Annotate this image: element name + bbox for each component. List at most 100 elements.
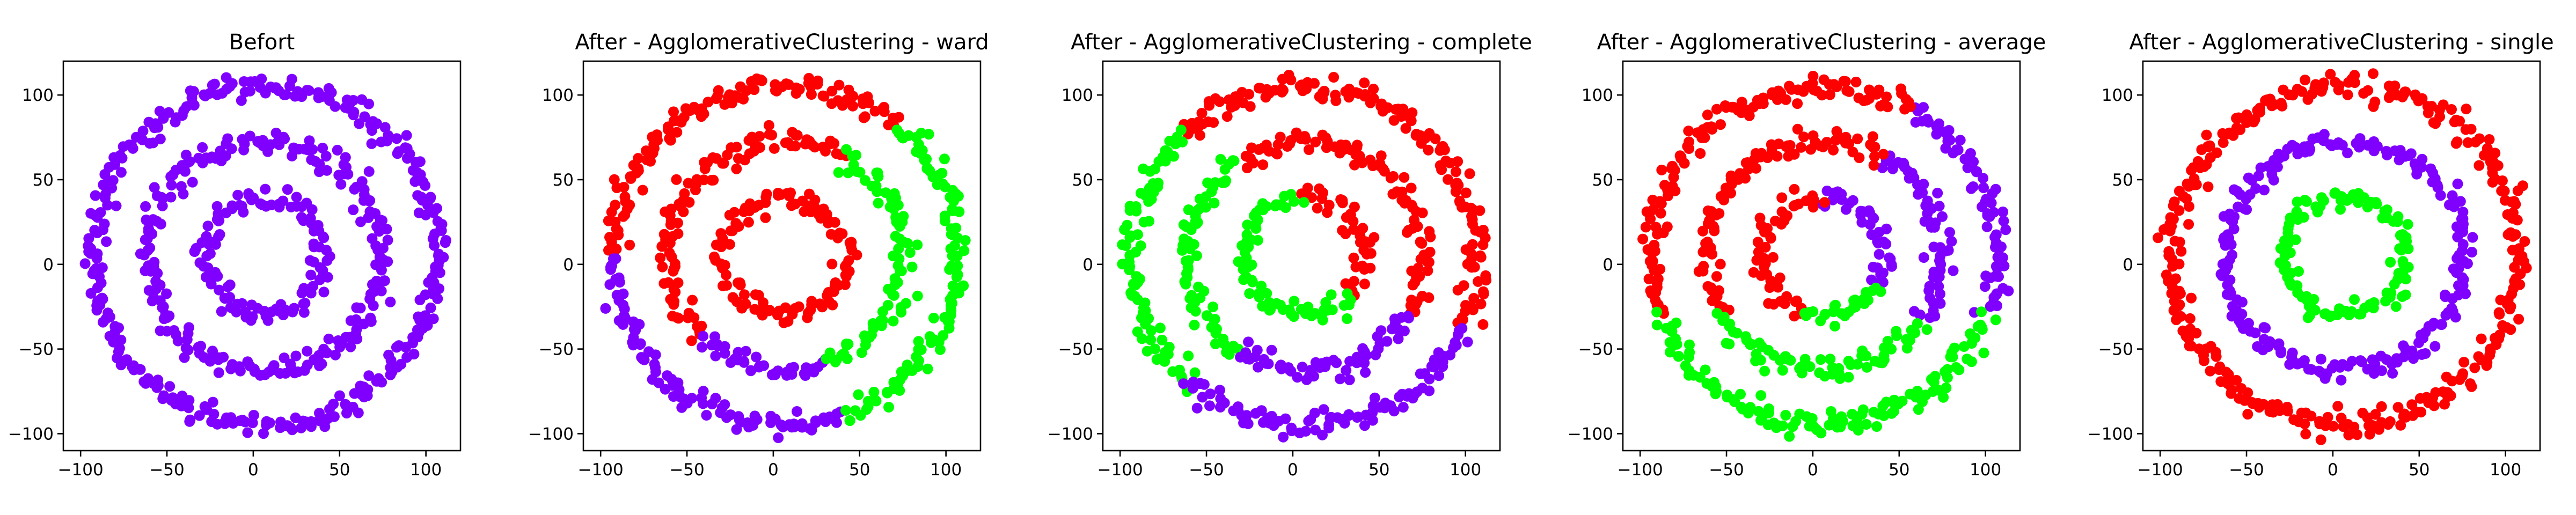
- scatter-point: [904, 247, 916, 258]
- scatter-point: [743, 135, 755, 146]
- scatter-point: [314, 408, 325, 419]
- scatter-point: [1478, 286, 1489, 297]
- scatter-point: [1342, 288, 1353, 299]
- scatter-point: [614, 277, 625, 288]
- x-tick-label: −100: [58, 460, 104, 480]
- scatter-point: [1357, 343, 1368, 354]
- scatter-point: [883, 402, 894, 413]
- scatter-point: [2467, 247, 2477, 258]
- scatter-point: [1736, 97, 1747, 108]
- y-tick-label: 100: [22, 86, 54, 105]
- scatter-point: [2435, 319, 2447, 330]
- scatter-point: [340, 102, 351, 113]
- scatter-point: [1951, 144, 1962, 156]
- scatter-point: [348, 204, 359, 216]
- scatter-point: [1693, 266, 1704, 277]
- scatter-point: [606, 260, 617, 271]
- scatter-point: [1393, 104, 1404, 115]
- scatter-point: [913, 336, 924, 347]
- scatter-point: [753, 362, 765, 373]
- scatter-point: [1829, 300, 1840, 311]
- scatter-point: [207, 79, 218, 91]
- scatter-point: [2292, 196, 2303, 208]
- x-tick-label: 100: [1970, 460, 2001, 480]
- scatter-point: [2330, 77, 2341, 88]
- scatter-point: [367, 233, 378, 244]
- scatter-point: [664, 238, 676, 248]
- scatter-point: [420, 180, 431, 191]
- scatter-point: [2390, 301, 2402, 312]
- scatter-point: [391, 133, 402, 144]
- scatter-point: [2178, 191, 2189, 202]
- scatter-point: [353, 407, 364, 418]
- scatter-point: [1773, 282, 1783, 293]
- x-tick-label: −100: [1097, 460, 1143, 480]
- scatter-point: [2258, 322, 2270, 333]
- scatter-point: [2329, 188, 2340, 199]
- scatter-point: [913, 355, 924, 366]
- scatter-point: [2233, 112, 2244, 123]
- scatter-point: [1337, 225, 1348, 236]
- scatter-point: [224, 279, 236, 290]
- y-tick-label: −50: [1578, 340, 1613, 359]
- scatter-point: [286, 73, 297, 85]
- scatter-point: [715, 241, 727, 252]
- scatter-point: [1864, 84, 1875, 95]
- chart-panel-4: After - AgglomerativeClustering - averag…: [1568, 30, 2046, 480]
- scatter-point: [1221, 111, 1233, 122]
- scatter-point: [197, 142, 208, 153]
- scatter-point: [1318, 404, 1329, 415]
- scatter-point: [735, 81, 746, 92]
- scatter-point: [339, 168, 350, 180]
- scatter-point: [2384, 416, 2396, 427]
- scatter-point: [412, 190, 423, 201]
- scatter-point: [1978, 347, 1989, 358]
- scatter-point: [2462, 137, 2473, 148]
- scatter-point: [1783, 151, 1794, 162]
- scatter-point: [701, 410, 712, 421]
- scatter-point: [1144, 216, 1155, 227]
- scatter-point: [1360, 367, 1371, 378]
- scatter-point: [740, 345, 751, 357]
- scatter-point: [1912, 386, 1923, 396]
- scatter-point: [152, 380, 164, 391]
- scatter-point: [1955, 135, 1966, 146]
- scatter-point: [1924, 281, 1935, 292]
- scatter-point: [1419, 368, 1430, 379]
- y-tick-label: 50: [553, 171, 574, 190]
- scatter-point: [1922, 114, 1933, 124]
- scatter-point: [1183, 350, 1194, 362]
- scatter-point: [289, 303, 299, 314]
- scatter-point: [1878, 354, 1890, 365]
- scatter-point: [1276, 363, 1287, 374]
- scatter-point: [696, 111, 707, 122]
- scatter-point: [1806, 413, 1818, 424]
- scatter-point: [1767, 87, 1778, 98]
- scatter-point: [1328, 355, 1339, 366]
- scatter-point: [1462, 336, 1473, 348]
- scatter-point: [604, 279, 616, 290]
- scatter-point: [2387, 367, 2398, 379]
- scatter-point: [334, 390, 345, 401]
- scatter-point: [164, 381, 175, 392]
- scatter-point: [238, 76, 250, 87]
- scatter-point: [1457, 314, 1468, 325]
- scatter-point: [1385, 400, 1396, 411]
- scatter-point: [1979, 281, 1990, 292]
- y-tick-label: −100: [2088, 424, 2133, 444]
- scatter-point: [719, 399, 730, 410]
- scatter-point: [2513, 314, 2524, 325]
- scatter-point: [1233, 256, 1244, 267]
- scatter-point: [193, 152, 204, 164]
- scatter-point: [1341, 365, 1352, 376]
- scatter-point: [165, 171, 177, 182]
- scatter-point: [2231, 374, 2242, 386]
- scatter-point: [385, 296, 396, 307]
- scatter-point: [157, 393, 169, 404]
- axes-frame: [582, 60, 982, 452]
- y-tick-label: 0: [563, 255, 574, 275]
- scatter-point: [1241, 163, 1253, 173]
- x-tick-label: −50: [669, 460, 704, 480]
- scatter-point: [1874, 249, 1885, 260]
